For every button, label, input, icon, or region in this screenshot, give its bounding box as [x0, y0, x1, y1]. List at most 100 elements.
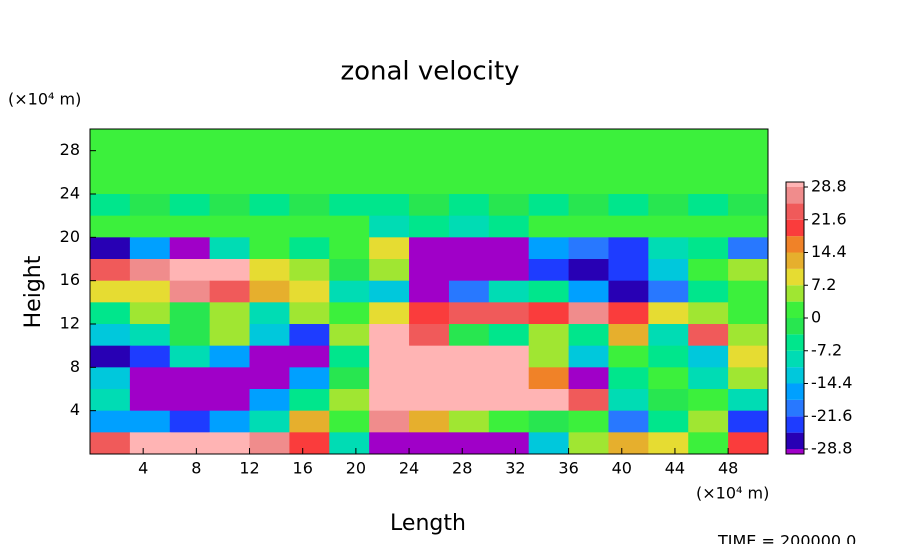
- field-cell: [488, 259, 530, 282]
- field-cell: [369, 367, 410, 390]
- field-cell: [169, 410, 211, 433]
- colorbar-tick-label: 0: [811, 308, 821, 327]
- field-cell: [169, 237, 211, 260]
- field-cell: [448, 302, 490, 325]
- field-cell: [728, 259, 768, 282]
- field-cell: [409, 194, 450, 217]
- field-cell: [90, 280, 131, 303]
- field-cell: [728, 367, 768, 390]
- field-cell: [169, 150, 211, 173]
- field-cell: [568, 150, 610, 173]
- field-cell: [488, 215, 530, 238]
- field-cell: [169, 389, 211, 412]
- field-cell: [289, 129, 330, 152]
- field-cell: [409, 302, 450, 325]
- field-cell: [608, 280, 649, 303]
- field-cell: [289, 280, 330, 303]
- field-cell: [369, 215, 410, 238]
- x-tick-label: 32: [505, 459, 525, 478]
- field-cell: [568, 237, 610, 260]
- field-cell: [608, 237, 649, 260]
- field-cell: [568, 129, 610, 152]
- field-cell: [448, 215, 490, 238]
- field-cell: [169, 280, 211, 303]
- field-cell: [90, 345, 131, 368]
- colorbar-band: [786, 318, 804, 335]
- x-tick-label: 4: [138, 459, 148, 478]
- field-cell: [528, 367, 570, 390]
- field-cell: [688, 259, 729, 282]
- field-cell: [409, 432, 450, 454]
- field-cell: [90, 389, 131, 412]
- field-cell: [249, 259, 291, 282]
- field-cell: [209, 150, 251, 173]
- field-cell: [728, 194, 768, 217]
- x-tick-label: 24: [399, 459, 419, 478]
- field-cell: [448, 389, 490, 412]
- field-cell: [209, 215, 251, 238]
- field-cell: [608, 410, 649, 433]
- field-cell: [568, 432, 610, 454]
- field-cell: [169, 129, 211, 152]
- field-cell: [688, 324, 729, 347]
- field-cell: [409, 280, 450, 303]
- field-cell: [728, 280, 768, 303]
- field-cell: [608, 367, 649, 390]
- y-tick-label: 24: [60, 184, 80, 203]
- field-cell: [329, 172, 370, 195]
- field-cell: [249, 237, 291, 260]
- field-cell: [688, 410, 729, 433]
- field-cell: [488, 237, 530, 260]
- field-cell: [289, 367, 330, 390]
- field-cell: [568, 367, 610, 390]
- field-cell: [209, 432, 251, 454]
- field-cell: [728, 172, 768, 195]
- field-cell: [728, 324, 768, 347]
- field-cell: [648, 345, 689, 368]
- field-cell: [249, 302, 291, 325]
- field-cell: [608, 324, 649, 347]
- colorbar-tick-label: 28.8: [811, 177, 847, 196]
- colorbar-band: [786, 383, 804, 400]
- field-cell: [648, 389, 689, 412]
- field-cell: [688, 215, 729, 238]
- field-cell: [90, 324, 131, 347]
- colorbar-tick-label: -21.6: [811, 406, 852, 425]
- field-cell: [369, 259, 410, 282]
- field-cell: [129, 389, 171, 412]
- colorbar-band: [786, 187, 804, 204]
- field-cell: [608, 172, 649, 195]
- plot-frame: [89, 128, 769, 455]
- field-cell: [169, 259, 211, 282]
- field-cell: [249, 280, 291, 303]
- field-cell: [209, 237, 251, 260]
- field-cell: [448, 129, 490, 152]
- field-cell: [289, 389, 330, 412]
- field-cell: [528, 150, 570, 173]
- field-cell: [568, 302, 610, 325]
- field: [90, 129, 768, 454]
- field-cell: [369, 432, 410, 454]
- field-cell: [648, 432, 689, 454]
- field-cell: [488, 129, 530, 152]
- field-cell: [488, 345, 530, 368]
- field-cell: [528, 237, 570, 260]
- colorbar-band: [786, 367, 804, 384]
- field-cell: [648, 410, 689, 433]
- field-cell: [608, 129, 649, 152]
- field-cell: [488, 302, 530, 325]
- colorbar-band: [786, 285, 804, 302]
- field-cell: [528, 172, 570, 195]
- field-cell: [129, 172, 171, 195]
- y-axis-label: Height: [21, 255, 46, 328]
- field-cell: [608, 302, 649, 325]
- field-cell: [409, 237, 450, 260]
- field-cell: [249, 432, 291, 454]
- field-cell: [728, 129, 768, 152]
- field-cell: [448, 280, 490, 303]
- colorbar-tick-label: 21.6: [811, 209, 847, 228]
- field-cell: [688, 194, 729, 217]
- field-cell: [448, 345, 490, 368]
- field-cell: [369, 280, 410, 303]
